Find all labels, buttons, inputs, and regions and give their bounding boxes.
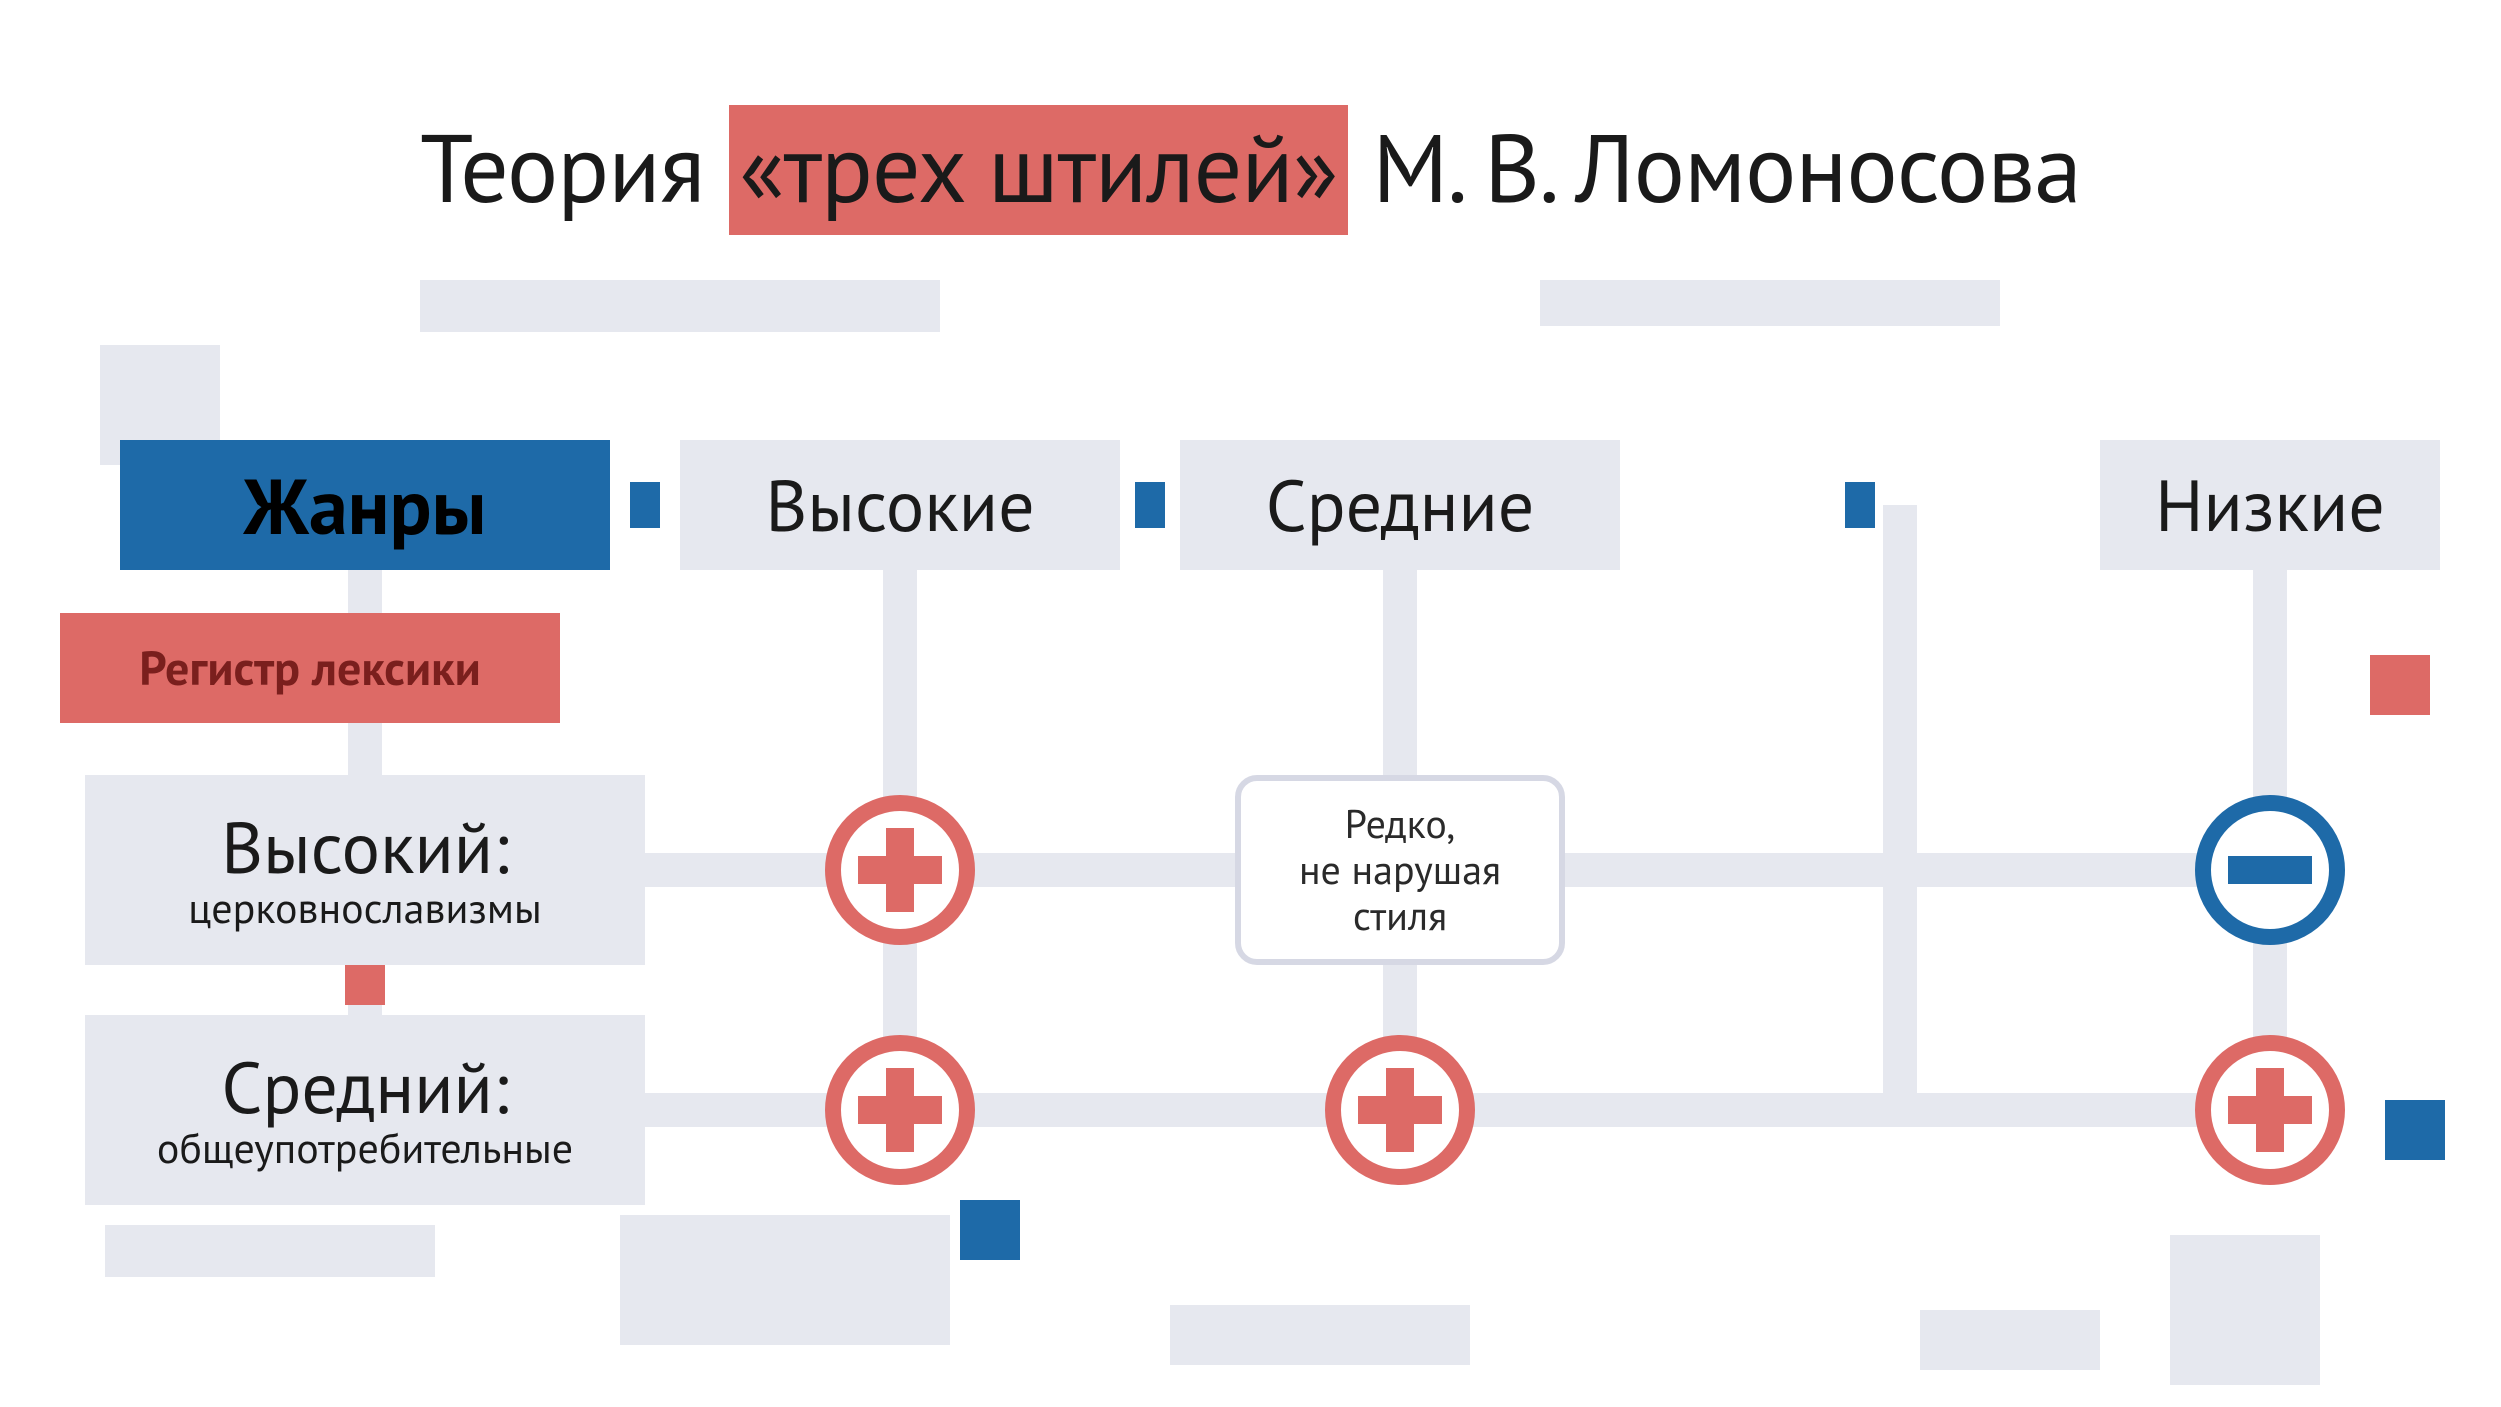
decor-square <box>1920 1310 2100 1370</box>
title-post: М. В. Ломоносова <box>1348 105 2081 229</box>
header-col-label: Низкие <box>2155 467 2385 543</box>
row-sub: церковнославизмы <box>188 885 541 931</box>
decor-square <box>2170 1235 2320 1385</box>
col-sep-marker <box>630 482 660 528</box>
minus-icon <box>2195 795 2345 945</box>
plus-icon <box>825 795 975 945</box>
col-sep-marker <box>1135 482 1165 528</box>
decor-square <box>620 1215 950 1345</box>
title-pre: Теория <box>420 105 729 229</box>
row-title: Средний: <box>221 1049 508 1125</box>
title-highlight: «трех штилей» <box>729 105 1348 235</box>
header-genres: Жанры <box>120 440 610 570</box>
note-text: Редко, не нарушая стиля <box>1299 801 1501 939</box>
plus-icon <box>825 1035 975 1185</box>
row-sep-marker <box>345 965 385 1005</box>
decor-square <box>1540 280 2000 326</box>
decor-square <box>1170 1305 1470 1365</box>
row-label-1: Средний:общеупотребительные <box>85 1015 645 1205</box>
header-col-1: Средние <box>1180 440 1620 570</box>
row-sub: общеупотребительные <box>157 1125 573 1171</box>
header-genres-label: Жанры <box>244 455 487 556</box>
col-sep-marker <box>1845 482 1875 528</box>
decor-square <box>105 1225 435 1277</box>
decor-square <box>960 1200 1020 1260</box>
decor-square <box>2385 1100 2445 1160</box>
header-col-2: Низкие <box>2100 440 2440 570</box>
header-col-label: Высокие <box>765 467 1034 543</box>
plus-icon <box>1325 1035 1475 1185</box>
row-label-0: Высокий:церковнославизмы <box>85 775 645 965</box>
decor-square <box>420 280 940 332</box>
connector-h <box>365 1093 2270 1127</box>
row-title: Высокий: <box>221 809 509 885</box>
header-register: Регистр лексики <box>60 613 560 723</box>
header-col-label: Средние <box>1266 467 1535 543</box>
connector-v <box>1883 505 1917 1110</box>
decor-square <box>2370 655 2430 715</box>
page-title: Теория «трех штилей» М. В. Ломоносова <box>0 105 2501 229</box>
note-cell: Редко, не нарушая стиля <box>1235 775 1565 965</box>
header-col-0: Высокие <box>680 440 1120 570</box>
header-register-label: Регистр лексики <box>139 637 481 699</box>
plus-icon <box>2195 1035 2345 1185</box>
